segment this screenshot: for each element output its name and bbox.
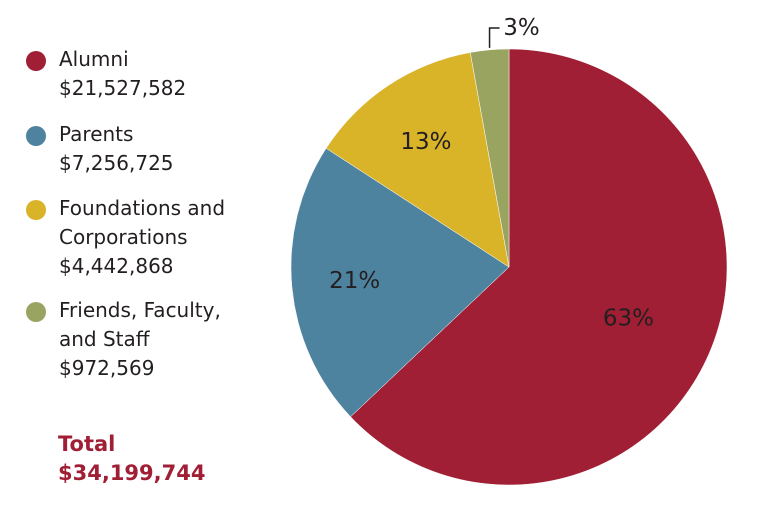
legend-swatch-parents — [26, 126, 46, 146]
legend-label-friends: Friends, Faculty, and Staff — [59, 298, 221, 351]
pie-label-friends: 3% — [503, 15, 540, 41]
pie-callout-friends — [488, 27, 500, 48]
legend-amount-parents: $7,256,725 — [59, 151, 174, 175]
pie-label-foundations: 13% — [400, 129, 451, 155]
pie-slice-alumni — [350, 48, 728, 486]
total: Total $34,199,744 — [58, 430, 205, 488]
legend-amount-friends: $972,569 — [59, 356, 155, 380]
pie-label-alumni: 63% — [603, 305, 654, 331]
legend-label-foundations: Foundations and Corporations — [59, 196, 226, 249]
legend-amount-foundations: $4,442,868 — [59, 254, 174, 278]
legend-label-parents: Parents — [59, 122, 134, 146]
legend-amount-alumni: $21,527,582 — [59, 76, 187, 100]
pie-slice-foundations — [325, 52, 510, 268]
legend-swatch-alumni — [26, 51, 46, 71]
legend-label-alumni: Alumni — [59, 47, 129, 71]
pie-slice-parents — [290, 147, 510, 418]
pie-label-parents: 21% — [329, 268, 380, 294]
legend: Alumni $21,527,582 Parents $7,256,725 Fo… — [26, 0, 276, 509]
total-label: Total — [58, 432, 116, 456]
pie-slice-friends — [469, 48, 510, 268]
legend-swatch-friends — [26, 302, 46, 322]
total-value: $34,199,744 — [58, 461, 206, 485]
legend-swatch-foundations — [26, 200, 46, 220]
